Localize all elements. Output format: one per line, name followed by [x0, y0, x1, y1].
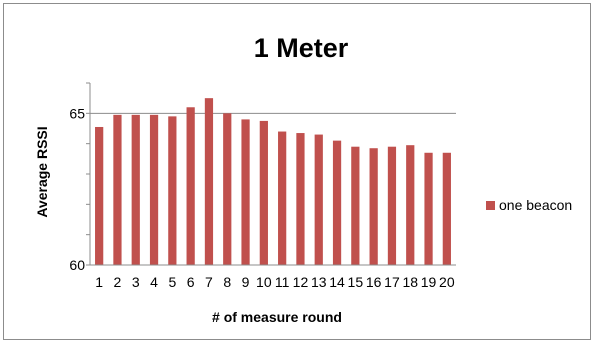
bar-19 — [424, 152, 433, 265]
bar-14 — [332, 140, 342, 265]
bar-5 — [168, 116, 177, 265]
chart-title: 1 Meter — [254, 33, 349, 63]
bar-11 — [278, 131, 287, 265]
bar-7 — [204, 98, 214, 266]
y-tick-labels: 60 65 — [69, 105, 85, 273]
y-tick-label-60: 60 — [69, 257, 85, 273]
x-tick-label-17: 17 — [384, 274, 400, 290]
x-tick-label-19: 19 — [421, 274, 437, 290]
x-tick-label-13: 13 — [311, 274, 327, 290]
bar-2 — [113, 114, 122, 265]
y-tick-label-65: 65 — [69, 105, 85, 121]
x-tick-label-9: 9 — [242, 274, 250, 290]
x-tick-label-18: 18 — [402, 274, 418, 290]
x-tick-label-10: 10 — [256, 274, 272, 290]
x-tick-label-20: 20 — [439, 274, 455, 290]
bar-3 — [131, 114, 140, 265]
x-tick-label-1: 1 — [95, 274, 103, 290]
legend-label-one-beacon: one beacon — [499, 197, 572, 213]
bar-20 — [442, 152, 451, 265]
y-axis-title: Average RSSI — [34, 126, 50, 217]
bar-4 — [149, 114, 159, 265]
bar-12 — [296, 133, 305, 265]
x-tick-label-12: 12 — [293, 274, 309, 290]
bar-9 — [241, 119, 250, 266]
bar-15 — [351, 146, 360, 265]
x-tick-label-7: 7 — [205, 274, 213, 290]
legend-swatch-one-beacon — [486, 201, 495, 210]
bar-17 — [387, 146, 397, 265]
x-tick-label-2: 2 — [114, 274, 122, 290]
bar-16 — [369, 148, 378, 265]
x-tick-label-15: 15 — [348, 274, 364, 290]
x-tick-label-6: 6 — [187, 274, 195, 290]
bar-8 — [223, 113, 232, 265]
bar-18 — [406, 145, 415, 265]
x-tick-label-5: 5 — [168, 274, 176, 290]
legend: one beacon — [486, 197, 572, 213]
axes — [86, 82, 456, 266]
x-tick-label-4: 4 — [150, 274, 158, 290]
x-axis-title: # of measure round — [212, 309, 342, 325]
x-tick-label-11: 11 — [275, 274, 290, 290]
bar-13 — [314, 134, 323, 265]
bar-1 — [95, 126, 104, 265]
bar-6 — [186, 107, 195, 266]
bars — [95, 98, 451, 266]
x-tick-label-3: 3 — [132, 274, 140, 290]
x-tick-labels: 1 2 3 4 5 6 7 8 9 10 11 12 13 14 15 16 17 18 19 20 — [95, 274, 455, 290]
x-tick-label-16: 16 — [366, 274, 382, 290]
bar-10 — [259, 120, 268, 266]
x-tick-label-8: 8 — [223, 274, 231, 290]
x-tick-label-14: 14 — [329, 274, 345, 290]
